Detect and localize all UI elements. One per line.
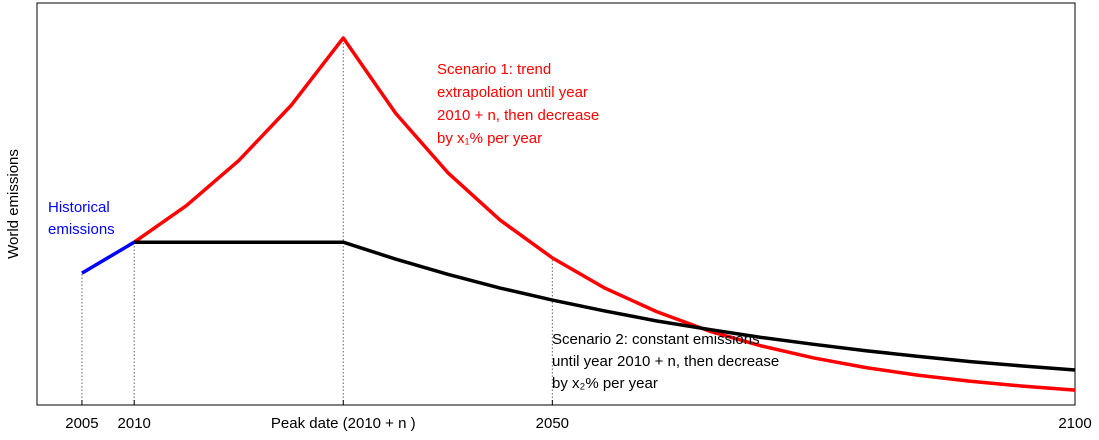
annotation: 2010 + n, then decrease <box>437 107 599 124</box>
x-tick-label: 2005 <box>65 415 98 432</box>
plot-frame <box>36 2 1076 406</box>
annotation: by x₁% per year <box>437 130 542 147</box>
annotation: Historical <box>48 199 110 216</box>
annotation: emissions <box>48 221 115 238</box>
annotation: by x₂% per year <box>552 375 658 392</box>
annotation: Scenario 1: trend <box>437 61 551 78</box>
annotation: until year 2010 + n, then decrease <box>552 353 779 370</box>
series-line <box>81 240 136 275</box>
series-line <box>134 240 1076 372</box>
annotation: Scenario 2: constant emissions <box>552 331 760 348</box>
x-tick-label: 2010 <box>118 415 151 432</box>
x-tick-label: 2100 <box>1058 415 1091 432</box>
annotation: extrapolation until year <box>437 84 588 101</box>
x-tick-label: Peak date (2010 + n ) <box>271 415 416 432</box>
series-line <box>133 36 1076 392</box>
y-axis-label: World emissions <box>5 149 22 259</box>
x-tick-label: 2050 <box>536 415 569 432</box>
